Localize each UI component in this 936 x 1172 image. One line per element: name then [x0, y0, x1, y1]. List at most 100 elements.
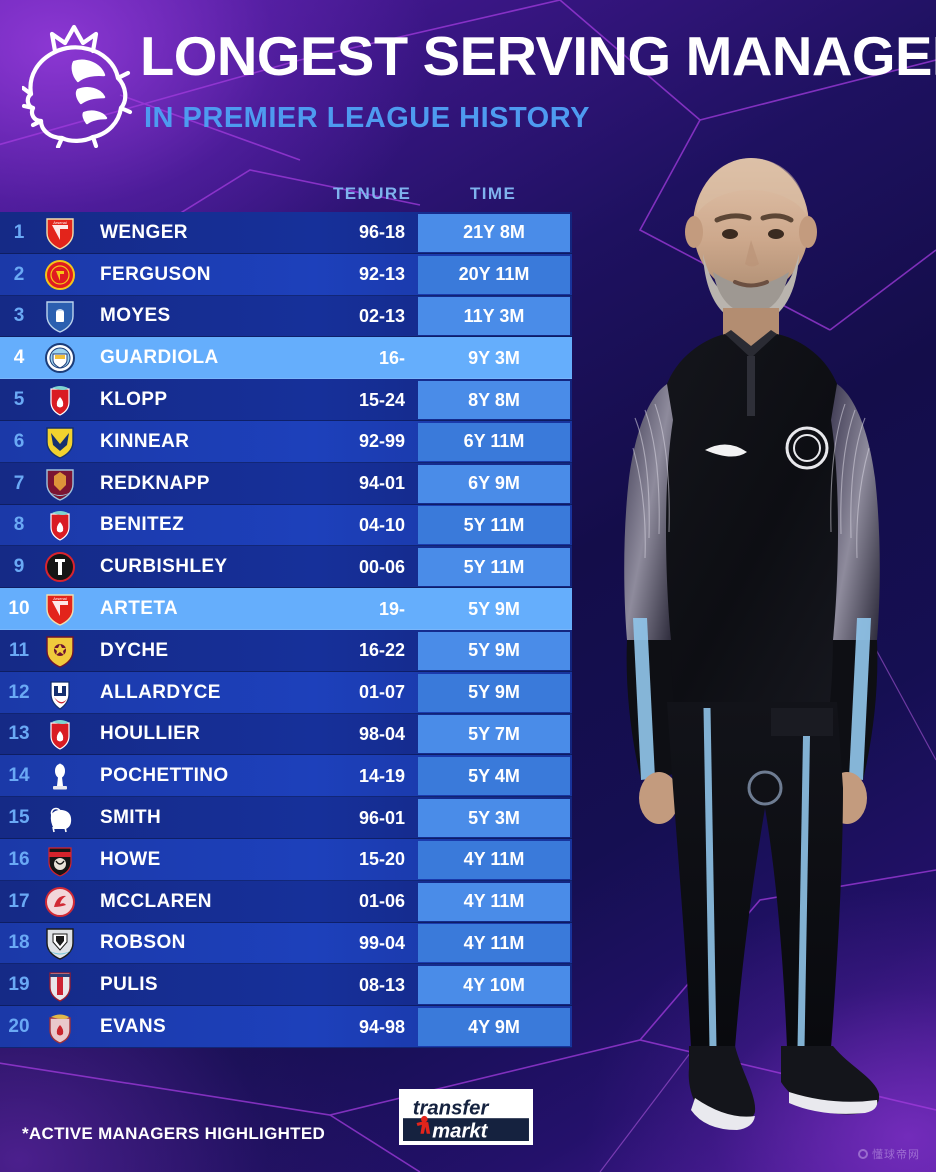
club-crest-everton	[38, 296, 82, 336]
row-rank: 17	[8, 890, 30, 912]
table-row: 7 REDKNAPP 94-01 6Y 9M	[0, 462, 572, 505]
manager-name: ROBSON	[100, 932, 186, 954]
time-value: 5Y 3M	[418, 799, 570, 838]
club-crest-manchester-city	[38, 338, 82, 378]
tenure-value: 99-04	[358, 932, 405, 953]
club-crest-newcastle	[38, 923, 82, 963]
club-crest-west-ham	[38, 464, 82, 504]
source-watermark: 懂球帝网	[858, 1146, 920, 1162]
manager-name: BENITEZ	[100, 514, 185, 536]
footnote-active-managers: *ACTIVE MANAGERS HIGHLIGHTED	[22, 1124, 326, 1143]
manager-name: MCCLAREN	[100, 890, 212, 912]
club-crest-bournemouth	[38, 840, 82, 880]
transfermarkt-logo[interactable]: transfer markt	[399, 1089, 533, 1145]
row-rank: 13	[8, 723, 30, 745]
table-row: 4 GUARDIOLA 16- 9Y 3M	[0, 337, 572, 380]
table-row: 9 CURBISHLEY 00-06 5Y 11M	[0, 546, 572, 589]
time-value: 5Y 9M	[418, 631, 570, 670]
time-value: 4Y 11M	[418, 882, 570, 921]
time-value: 5Y 7M	[418, 715, 570, 754]
club-crest-bolton	[38, 673, 82, 713]
row-rank: 19	[8, 974, 30, 996]
manager-name: CURBISHLEY	[100, 556, 228, 578]
time-value: 21Y 8M	[418, 213, 570, 252]
table-row: 13 HOULLIER 98-04 5Y 7M	[0, 713, 572, 756]
table-row: 18 ROBSON 99-04 4Y 11M	[0, 922, 572, 965]
club-crest-liverpool	[38, 505, 82, 545]
row-rank: 18	[8, 932, 30, 954]
time-value: 11Y 3M	[418, 297, 570, 336]
table-row: 15 SMITH 96-01 5Y 3M	[0, 797, 572, 839]
club-crest-liverpool	[38, 714, 82, 754]
tenure-value: 16-	[378, 347, 405, 368]
manager-name: HOWE	[100, 848, 161, 870]
time-value: 4Y 9M	[418, 1008, 570, 1047]
time-value: 4Y 11M	[418, 924, 570, 963]
manager-name: EVANS	[100, 1016, 167, 1038]
time-value: 4Y 11M	[418, 840, 570, 879]
table-row: 16 HOWE 15-20 4Y 11M	[0, 838, 572, 881]
svg-text:Arsenal: Arsenal	[53, 220, 67, 225]
tenure-value: 01-06	[358, 891, 405, 912]
manager-name: DYCHE	[100, 639, 169, 661]
tenure-value: 04-10	[358, 514, 405, 535]
table-row: 5 KLOPP 15-24 8Y 8M	[0, 379, 572, 421]
row-rank: 12	[8, 681, 30, 703]
row-rank: 14	[8, 765, 30, 787]
manager-name: PULIS	[100, 974, 158, 996]
table-row: 2 FERGUSON 92-13 20Y 11M	[0, 253, 572, 296]
table-row: 3 MOYES 02-13 11Y 3M	[0, 295, 572, 338]
club-crest-derby	[38, 798, 82, 838]
row-rank: 15	[8, 807, 30, 829]
club-crest-burnley	[38, 631, 82, 671]
table-row: 10 Arsenal ARTETA 19- 5Y 9M	[0, 588, 572, 630]
svg-text:Arsenal: Arsenal	[53, 596, 67, 601]
manager-name: ALLARDYCE	[100, 681, 221, 703]
tenure-value: 16-22	[358, 640, 405, 661]
tenure-value: 96-01	[358, 807, 405, 828]
row-rank: 7	[13, 472, 25, 494]
time-value: 6Y 9M	[418, 464, 570, 503]
tenure-value: 92-99	[358, 431, 405, 452]
row-rank: 4	[13, 347, 25, 369]
manager-name: KINNEAR	[100, 430, 190, 452]
time-value: 20Y 11M	[418, 255, 570, 294]
tenure-value: 08-13	[358, 974, 405, 995]
tenure-value: 14-19	[358, 765, 405, 786]
club-crest-arsenal: Arsenal	[38, 589, 82, 629]
svg-text:transfer: transfer	[413, 1097, 490, 1119]
club-crest-tottenham	[38, 756, 82, 796]
watermark-icon	[858, 1149, 868, 1159]
page-subtitle: IN PREMIER LEAGUE HISTORY	[144, 102, 590, 134]
manager-name: POCHETTINO	[100, 765, 229, 787]
tenure-value: 19-	[378, 598, 405, 619]
tenure-value: 15-24	[358, 389, 405, 410]
row-rank: 3	[13, 305, 25, 327]
table-row: 14 POCHETTINO 14-19 5Y 4M	[0, 755, 572, 798]
manager-name: KLOPP	[100, 389, 168, 411]
table-row: 17 MCCLAREN 01-06 4Y 11M	[0, 880, 572, 923]
row-rank: 2	[13, 263, 25, 285]
table-row: 8 BENITEZ 04-10 5Y 11M	[0, 504, 572, 547]
column-header-time: TIME	[470, 184, 517, 203]
premier-league-lion-logo	[22, 24, 133, 148]
table-row: 12 ALLARDYCE 01-07 5Y 9M	[0, 671, 572, 714]
transfermarkt-mark: transfer markt	[403, 1093, 529, 1141]
time-value: 9Y 3M	[468, 347, 520, 368]
time-value: 5Y 11M	[418, 548, 570, 587]
time-value: 8Y 8M	[418, 381, 570, 420]
time-value: 5Y 9M	[418, 673, 570, 712]
table-row: 20 EVANS 94-98 4Y 9M	[0, 1006, 572, 1048]
row-rank: 16	[8, 848, 30, 870]
club-crest-manchester-united	[38, 255, 82, 295]
manager-name: SMITH	[100, 807, 162, 829]
tenure-value: 02-13	[358, 305, 405, 326]
tenure-value: 00-06	[358, 556, 405, 577]
tenure-value: 98-04	[358, 723, 405, 744]
row-rank: 10	[8, 598, 30, 620]
table-row: 6 KINNEAR 92-99 6Y 11M	[0, 420, 572, 463]
tenure-value: 01-07	[358, 682, 405, 703]
time-value: 4Y 10M	[418, 966, 570, 1005]
column-header-tenure: TENURE	[333, 184, 412, 203]
